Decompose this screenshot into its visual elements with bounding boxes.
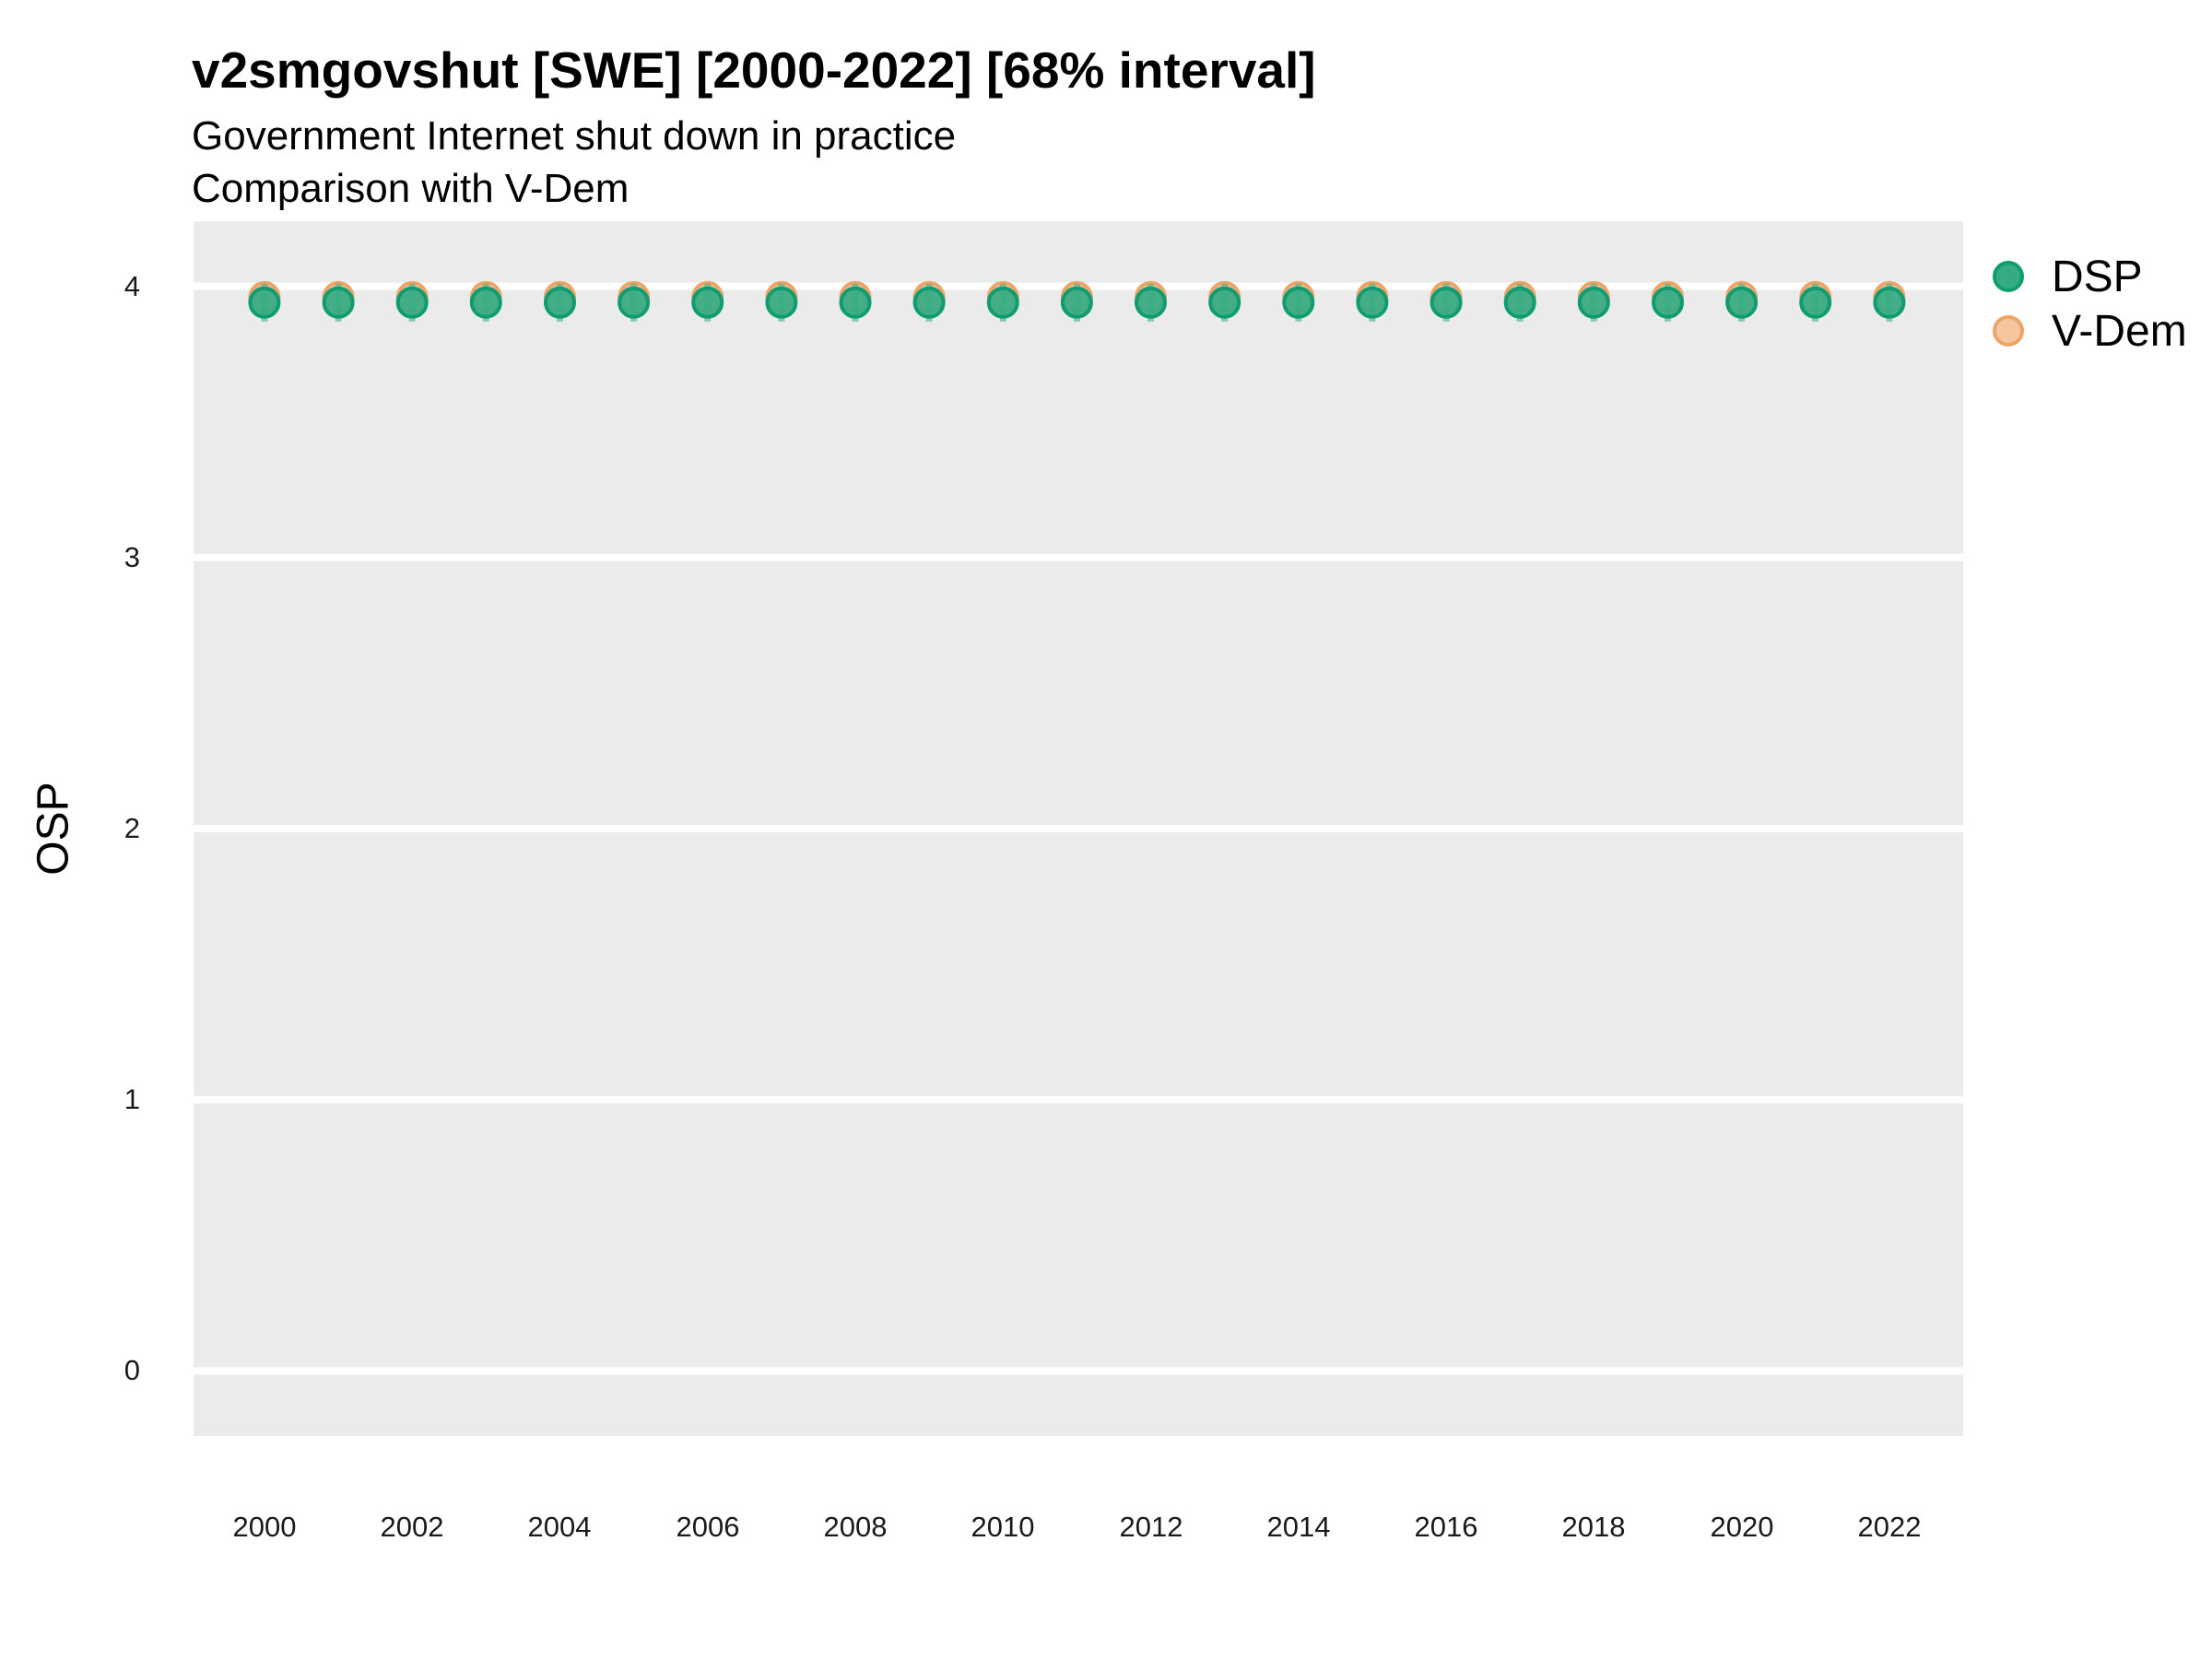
x-tick-label: 2020 xyxy=(1710,1511,1774,1543)
x-tick-label: 2004 xyxy=(527,1511,592,1543)
x-tick-label: 2012 xyxy=(1119,1511,1183,1543)
dsp-point xyxy=(912,286,946,319)
chart-subtitle-line2: Comparison with V-Dem xyxy=(192,166,629,211)
dsp-point xyxy=(1282,286,1315,319)
dsp-point xyxy=(1356,286,1389,319)
dsp-point xyxy=(1135,286,1167,319)
dsp-point xyxy=(544,286,576,319)
dsp-point xyxy=(1503,286,1536,319)
dsp-point xyxy=(395,286,429,319)
x-tick-label: 2016 xyxy=(1414,1511,1478,1543)
dsp-point xyxy=(322,286,355,319)
legend-dot-vdem xyxy=(1993,315,2024,347)
legend-dot-dsp xyxy=(1993,261,2024,292)
x-tick-label: 2018 xyxy=(1561,1511,1626,1543)
page-title: v2smgovshut [SWE] [2000-2022] [68% inter… xyxy=(192,41,1316,99)
gridline xyxy=(194,1367,1963,1375)
dsp-point xyxy=(1652,286,1684,319)
legend-label-vdem: V-Dem xyxy=(2052,306,2187,356)
y-tick-label: 2 xyxy=(124,812,140,844)
chart-subtitle: Government Internet shut down in practic… xyxy=(192,110,956,215)
plot-svg xyxy=(194,280,1963,1375)
dsp-point xyxy=(691,286,724,319)
x-tick-label: 2006 xyxy=(676,1511,740,1543)
legend-item-vdem: V-Dem xyxy=(1993,307,2187,356)
dsp-point xyxy=(1577,286,1610,319)
plot-panel xyxy=(194,221,1963,1436)
x-tick-label: 2022 xyxy=(1857,1511,1922,1543)
y-tick-label: 0 xyxy=(124,1354,140,1386)
dsp-point xyxy=(1060,286,1093,319)
y-tick-label: 4 xyxy=(124,270,140,302)
x-tick-label: 2000 xyxy=(232,1511,297,1543)
dsp-point xyxy=(1725,286,1759,319)
legend-item-dsp: DSP xyxy=(1993,252,2143,301)
gridline xyxy=(194,825,1963,832)
chart-subtitle-line1: Government Internet shut down in practic… xyxy=(192,113,957,159)
gridline xyxy=(194,553,1963,561)
dsp-point xyxy=(839,286,872,319)
dsp-point xyxy=(1799,286,1832,319)
x-tick-label: 2010 xyxy=(971,1511,1035,1543)
dsp-point xyxy=(248,286,281,319)
dsp-point xyxy=(986,286,1019,319)
y-tick-label: 3 xyxy=(124,541,140,573)
x-tick-label: 2014 xyxy=(1266,1511,1331,1543)
dsp-point xyxy=(765,286,798,319)
dsp-point xyxy=(1208,286,1241,319)
dsp-point xyxy=(618,286,651,319)
x-tick-label: 2002 xyxy=(380,1511,444,1543)
dsp-point xyxy=(1873,286,1906,319)
legend-label-dsp: DSP xyxy=(2052,252,2143,301)
x-tick-label: 2008 xyxy=(823,1511,888,1543)
gridline xyxy=(194,1096,1963,1104)
y-tick-label: 1 xyxy=(124,1083,140,1115)
dsp-point xyxy=(1430,286,1463,319)
dsp-point xyxy=(469,286,502,319)
